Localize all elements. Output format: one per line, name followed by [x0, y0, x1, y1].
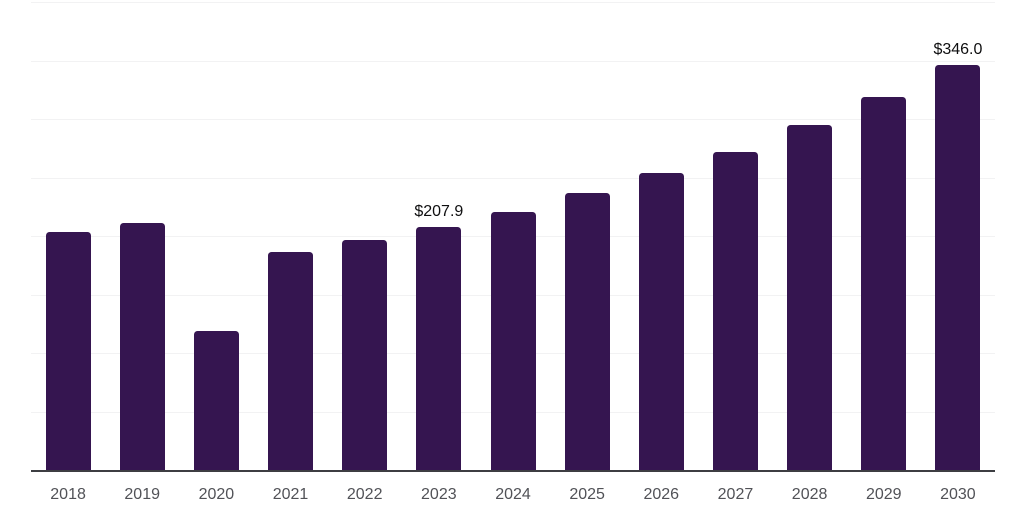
bar-value-label-2030: $346.0 [933, 41, 983, 59]
bar-2027 [712, 151, 758, 470]
x-axis-tick-labels: 2018 2019 2020 2021 2022 2023 2024 2025 2026 2027… [31, 485, 995, 507]
x-tick-label-2029: 2029 [865, 486, 902, 503]
x-tick-label-2018: 2018 [50, 486, 86, 503]
x-tick-label-2028: 2028 [791, 486, 828, 503]
gridline [31, 2, 995, 3]
bar-2019 [119, 223, 165, 470]
bar-2026 [638, 172, 684, 470]
bar-2021 [268, 252, 314, 470]
plot-area: $207.9 $346.0 [31, 2, 995, 470]
bar-2025 [564, 193, 610, 470]
x-tick-label-2023: 2023 [421, 486, 457, 503]
bar-2029 [861, 97, 907, 470]
x-tick-label-2030: 2030 [940, 486, 976, 503]
bar-2020 [193, 330, 239, 470]
x-tick-label-2024: 2024 [495, 486, 531, 503]
x-tick-label-2027: 2027 [717, 486, 754, 503]
x-axis-line [31, 470, 995, 472]
x-tick-label-2026: 2026 [643, 486, 680, 503]
x-tick-label-2022: 2022 [346, 486, 383, 503]
x-tick-label-2025: 2025 [569, 486, 605, 503]
x-tick-label-2021: 2021 [272, 486, 309, 503]
bar-2028 [787, 125, 833, 470]
x-tick-label-2020: 2020 [198, 486, 235, 503]
bar-2022 [342, 240, 388, 470]
bar-2023 [416, 226, 462, 470]
bar-2018 [45, 232, 91, 470]
gridline [31, 60, 995, 62]
x-tick-label-2019: 2019 [124, 486, 160, 503]
gridline [31, 119, 995, 120]
gridline [31, 177, 995, 179]
bar-2030 [935, 65, 981, 470]
bar-2024 [490, 211, 536, 470]
bar-value-label-2023: $207.9 [414, 202, 464, 220]
